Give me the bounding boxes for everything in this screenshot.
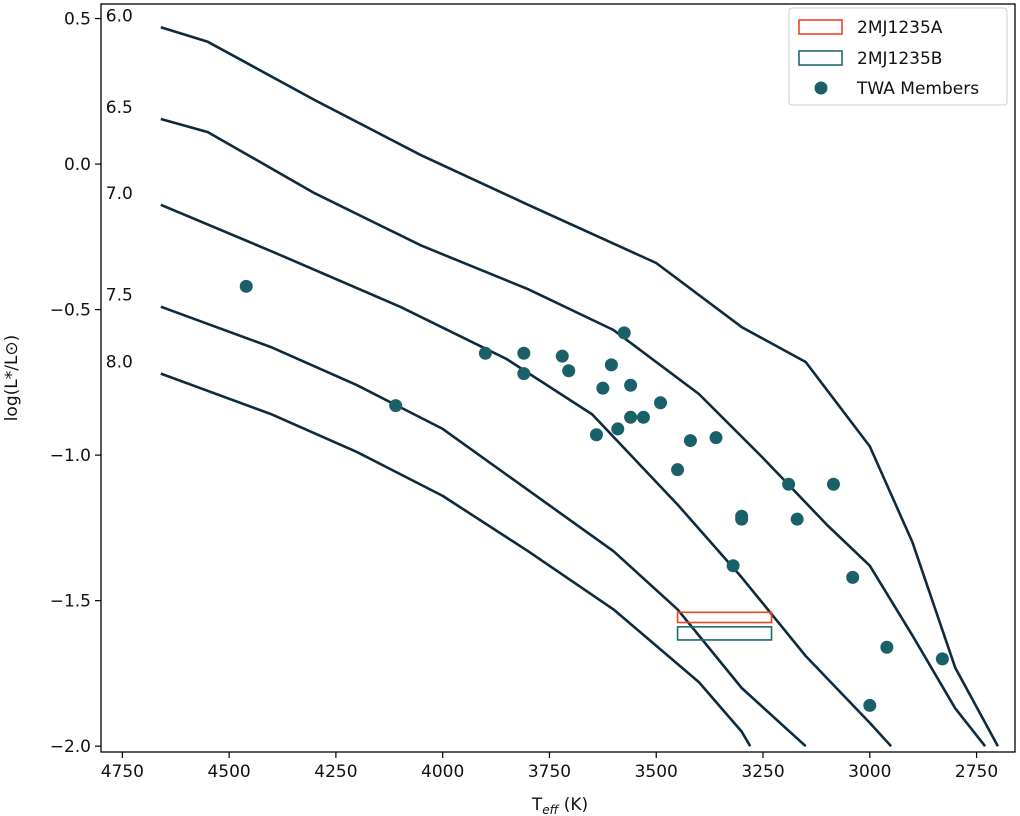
plot-frame	[100, 3, 1016, 753]
data-point-19	[726, 559, 740, 573]
twa-member-points	[239, 279, 949, 712]
data-point-4	[517, 367, 531, 381]
box-2MJ1235B	[676, 626, 773, 641]
x-tick-label-7: 3000	[848, 762, 891, 782]
x-axis: 4750 4500 4250 4000 3750 3500 3250 3000 2750	[101, 752, 998, 782]
y-tick-label-5: −2.0	[50, 737, 91, 757]
x-tick-label-0: 4750	[101, 762, 144, 782]
y-axis: 0.5 0.0 −0.5 −1.0 −1.5 −2.0	[50, 10, 101, 757]
data-point-16	[671, 463, 685, 477]
y-tick-label-4: −1.5	[50, 592, 91, 612]
isochrone-label-2: 7.0	[106, 184, 133, 204]
legend-label-1: 2MJ1235B	[857, 49, 942, 69]
data-point-0	[239, 279, 253, 293]
data-point-3	[517, 346, 531, 360]
data-point-6	[562, 364, 576, 378]
data-point-26	[880, 640, 894, 654]
data-point-12	[624, 378, 638, 392]
data-point-5	[555, 349, 569, 363]
data-point-2	[478, 346, 492, 360]
isochrone-line-2	[160, 203, 893, 748]
x-tick-label-1: 4500	[207, 762, 250, 782]
data-point-10	[611, 422, 625, 436]
isochrone-line-1	[160, 117, 987, 748]
legend-label-2: TWA Members	[856, 79, 979, 99]
data-point-18	[709, 431, 723, 445]
x-tick-label-2: 4250	[314, 762, 357, 782]
data-point-1	[389, 399, 403, 413]
x-tick-label-5: 3500	[635, 762, 678, 782]
data-point-14	[636, 410, 650, 424]
data-point-9	[604, 358, 618, 372]
legend-label-0: 2MJ1235A	[857, 18, 943, 38]
legend-frame	[788, 7, 1008, 106]
data-point-7	[589, 428, 603, 442]
data-point-27	[863, 698, 877, 712]
x-axis-label: Teff (K)	[531, 795, 588, 816]
x-tick-label-6: 3250	[741, 762, 784, 782]
isochrone-line-4	[160, 372, 752, 747]
data-point-23	[790, 512, 804, 526]
data-point-25	[846, 570, 860, 584]
data-point-13	[624, 410, 638, 424]
box-2MJ1235A	[676, 611, 773, 624]
legend-swatch-0	[798, 19, 843, 35]
binary-boxes	[676, 611, 773, 641]
data-point-24	[826, 477, 840, 491]
isochrone-line-3	[160, 305, 807, 748]
x-tick-label-8: 2750	[955, 762, 998, 782]
data-point-21	[735, 512, 749, 526]
legend-swatch-2	[814, 81, 828, 95]
y-tick-label-3: −1.0	[50, 446, 91, 466]
y-tick-label-1: 0.0	[64, 155, 91, 175]
x-tick-label-3: 4000	[421, 762, 464, 782]
isochrone-label-3: 7.5	[106, 286, 133, 306]
legend-swatch-1	[798, 50, 843, 66]
isochrone-curves: 6.0 6.5 7.0 7.5 8.0	[106, 6, 1000, 748]
data-point-15	[654, 396, 668, 410]
data-point-8	[596, 381, 610, 395]
isochrone-line-0	[160, 26, 1000, 747]
legend: 2MJ1235A 2MJ1235B TWA Members	[788, 7, 1008, 106]
data-point-11	[617, 326, 631, 340]
y-axis-label: log(L*/L⊙)	[2, 335, 22, 422]
y-tick-label-2: −0.5	[50, 301, 91, 321]
isochrone-label-4: 8.0	[106, 353, 133, 373]
y-tick-label-0: 0.5	[64, 10, 91, 30]
isochrone-label-0: 6.0	[106, 6, 133, 26]
data-point-28	[935, 652, 949, 666]
x-tick-label-4: 3750	[528, 762, 571, 782]
data-point-22	[782, 477, 796, 491]
isochrone-label-1: 6.5	[106, 98, 133, 118]
data-point-17	[683, 434, 697, 448]
